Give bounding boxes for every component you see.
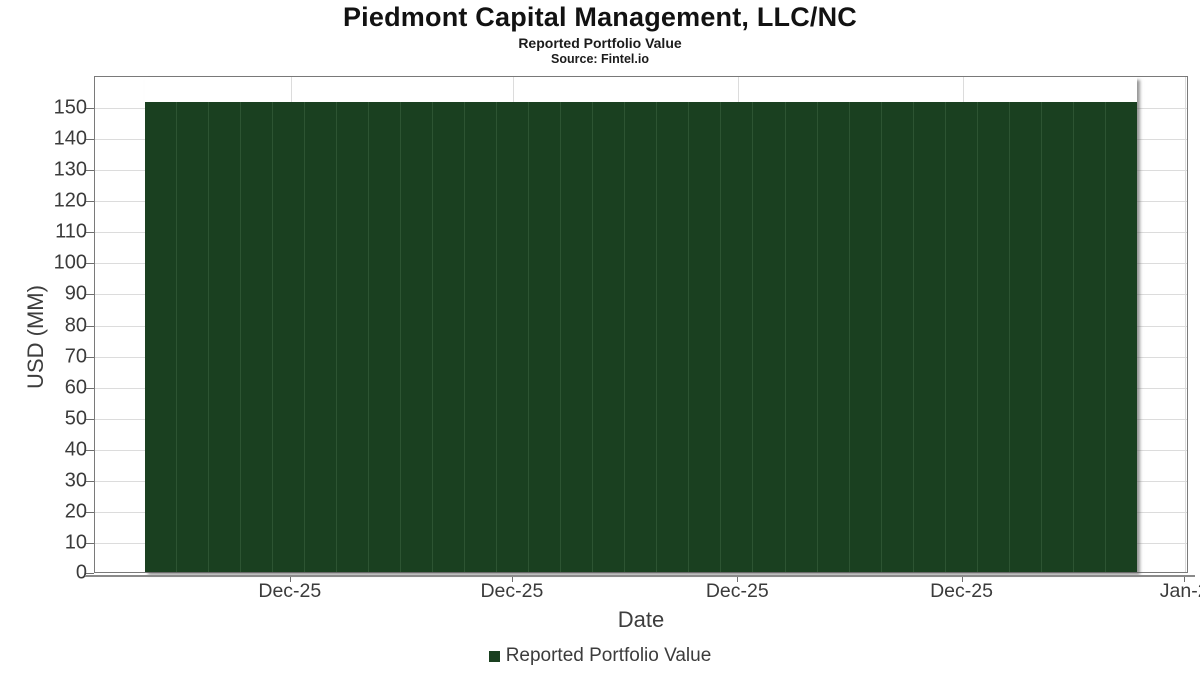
y-tick-label: 110 xyxy=(55,220,87,243)
y-tick-mark xyxy=(86,139,94,141)
x-tick-label: Dec-25 xyxy=(258,580,322,602)
y-tick-mark xyxy=(86,325,94,327)
y-tick-mark xyxy=(86,170,94,172)
bar[interactable] xyxy=(496,101,529,572)
y-tick-mark xyxy=(86,232,94,234)
bar[interactable] xyxy=(1072,101,1105,572)
y-tick-mark xyxy=(86,542,94,544)
bar[interactable] xyxy=(720,101,753,572)
bar[interactable] xyxy=(592,101,625,572)
y-tick-mark xyxy=(86,356,94,358)
bar[interactable] xyxy=(144,101,176,572)
bar[interactable] xyxy=(688,101,721,572)
y-tick-label: 30 xyxy=(64,469,87,492)
y-tick-label: 120 xyxy=(53,189,87,212)
bar[interactable] xyxy=(560,101,593,572)
chart-title: Piedmont Capital Management, LLC/NC xyxy=(342,2,858,32)
y-tick-mark xyxy=(86,263,94,265)
y-tick-mark xyxy=(86,108,94,110)
x-axis-line xyxy=(85,575,1195,577)
bar[interactable] xyxy=(464,101,497,572)
bar[interactable] xyxy=(752,101,785,572)
legend-label: Reported Portfolio Value xyxy=(505,645,712,666)
x-tick-mark xyxy=(511,577,513,582)
x-tick-label: Dec-25 xyxy=(930,580,993,602)
bar-series xyxy=(144,77,1137,572)
x-tick-mark xyxy=(1184,577,1186,582)
bar[interactable] xyxy=(1040,101,1073,572)
plot-area: 0 10 20 30 40 50 60 70 80 90 100 110 120 130 140 150 xyxy=(54,76,1188,584)
y-tick-mark xyxy=(86,294,94,296)
bar[interactable] xyxy=(528,101,561,572)
bar[interactable] xyxy=(624,101,657,572)
y-tick-label: 100 xyxy=(53,251,87,274)
v-gridline xyxy=(1185,77,1187,572)
y-tick-label: 80 xyxy=(64,314,87,336)
y-tick-label: 140 xyxy=(53,127,87,150)
bar[interactable] xyxy=(336,101,369,572)
x-tick-mark xyxy=(961,577,963,582)
y-tick-mark xyxy=(86,387,94,389)
bar[interactable] xyxy=(944,101,977,572)
x-axis-title: Date xyxy=(617,607,665,632)
bar[interactable] xyxy=(175,101,208,572)
bar[interactable] xyxy=(239,101,273,572)
chart-subtitle: Reported Portfolio Value xyxy=(518,35,682,51)
legend: Reported Portfolio Value xyxy=(0,645,1200,667)
bar[interactable] xyxy=(880,101,913,572)
y-tick-mark xyxy=(86,449,94,451)
bar[interactable] xyxy=(1104,101,1137,572)
x-tick-label: Dec-25 xyxy=(480,580,544,602)
bar[interactable] xyxy=(848,101,881,572)
y-tick-label: 70 xyxy=(64,345,87,368)
y-tick-mark xyxy=(86,201,94,203)
y-tick-label: 40 xyxy=(64,438,87,461)
bar[interactable] xyxy=(912,101,945,572)
bar[interactable] xyxy=(816,101,849,572)
bar[interactable] xyxy=(207,101,240,572)
x-tick-mark xyxy=(737,577,739,582)
y-tick-label: 10 xyxy=(64,531,87,554)
y-tick-label: 50 xyxy=(64,407,87,430)
y-tick-mark xyxy=(86,511,94,513)
y-tick-label: 150 xyxy=(53,96,87,119)
bar[interactable] xyxy=(784,101,817,572)
x-tick-mark xyxy=(289,577,291,582)
bar[interactable] xyxy=(1008,101,1041,572)
y-tick-mark xyxy=(86,573,94,574)
bar[interactable] xyxy=(304,101,337,572)
x-tick-label: Dec-25 xyxy=(705,580,769,602)
bar[interactable] xyxy=(432,101,465,572)
x-tick-label: Jan-2 xyxy=(1159,580,1200,602)
bar[interactable] xyxy=(400,101,433,572)
bar[interactable] xyxy=(272,101,305,572)
y-tick-label: 20 xyxy=(64,500,87,523)
y-tick-label: 0 xyxy=(75,561,87,584)
y-tick-label: 130 xyxy=(53,158,87,181)
y-tick-mark xyxy=(86,418,94,420)
chart-source-label: Source: Fintel.io xyxy=(551,52,649,66)
legend-swatch xyxy=(488,650,500,662)
y-tick-label: 60 xyxy=(64,376,87,399)
y-tick-label: 90 xyxy=(64,282,87,305)
bar[interactable] xyxy=(976,101,1009,572)
bar[interactable] xyxy=(368,101,401,572)
y-tick-mark xyxy=(86,480,94,482)
bar[interactable] xyxy=(656,101,689,572)
